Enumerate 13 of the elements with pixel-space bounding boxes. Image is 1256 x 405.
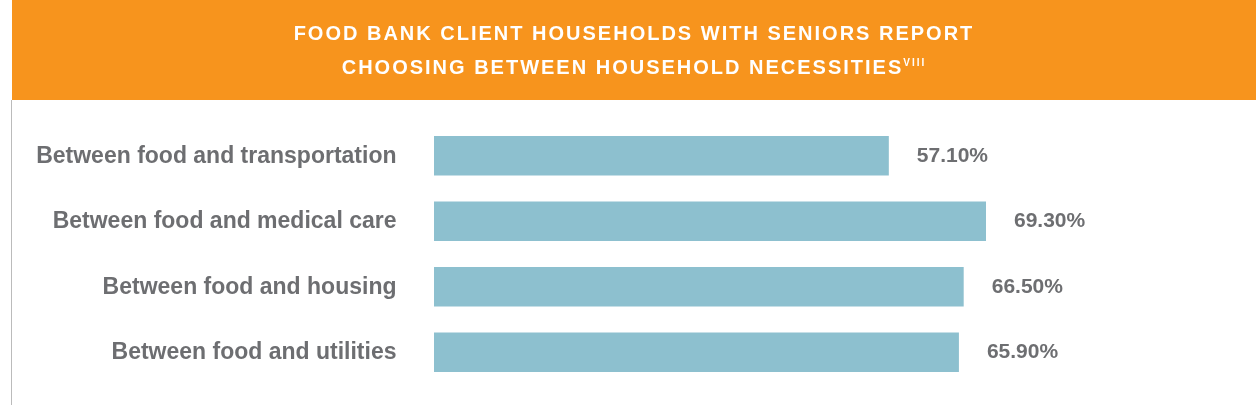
data-label: 69.30% — [1014, 208, 1086, 232]
bar — [434, 201, 986, 241]
data-label: 65.90% — [986, 339, 1059, 363]
y-tick-label: Between food and medical care — [52, 207, 397, 234]
bar — [434, 332, 959, 372]
y-tick-label: Between food and transportation — [36, 141, 397, 168]
bar — [434, 136, 889, 176]
y-tick-label: Between food and housing — [102, 272, 397, 299]
y-tick-label: Between food and utilities — [111, 338, 397, 365]
chart-title: FOOD BANK CLIENT HOUSEHOLDS WITH SENIORS REPORT CHOOSING BETWEEN HOUSEHOLD NECESSITIES$^{VIII}$ — [292, 21, 976, 80]
bar — [434, 267, 964, 307]
data-label: 57.10% — [916, 142, 989, 166]
data-label: 66.50% — [991, 273, 1064, 297]
